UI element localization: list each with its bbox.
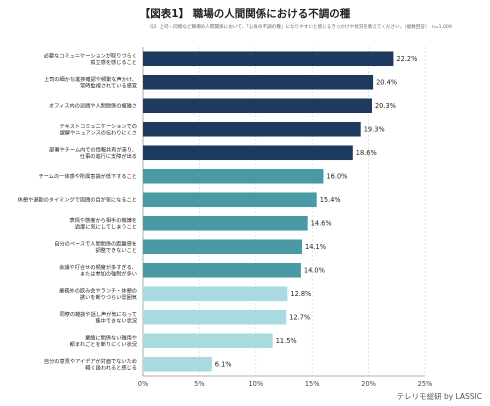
category-label: 誘いを断りづらい雰囲気 — [80, 293, 137, 301]
bar — [143, 168, 324, 184]
category-label: 頼まれごとを断りにくい状況 — [70, 340, 137, 348]
value-label: 16.0% — [326, 173, 347, 181]
bar — [143, 192, 317, 208]
category-label: 同僚の雑談や話し声が気になって — [59, 310, 137, 318]
category-label: 過度に気にしてしまうこと — [75, 222, 137, 230]
bar — [143, 121, 361, 137]
category-label: 必要なコミュニケーションが取りづらく — [44, 51, 137, 59]
value-label: 14.0% — [304, 267, 325, 275]
value-label: 14.1% — [305, 243, 326, 251]
category-label: 業務外の飲み会やランチ・休憩の — [59, 286, 137, 294]
category-label: 自分のペースで人間関係の距離感を — [54, 239, 137, 247]
value-label: 18.6% — [356, 149, 377, 157]
category-label: 休憩や退勤のタイミングで周囲の目が気になること — [18, 196, 137, 204]
category-label: チームの一体感や所属意識が低下すること — [39, 172, 137, 180]
category-label: 軽く扱われると感じる — [85, 363, 137, 371]
bar — [143, 215, 308, 231]
category-label: 会議や打合せの頻度が多すぎる、 — [59, 263, 137, 271]
x-tick-label: 20% — [361, 380, 376, 388]
x-tick-label: 25% — [418, 380, 433, 388]
category-label: オフィス内の派閥や人間関係の複雑さ — [49, 102, 137, 110]
value-label: 20.3% — [375, 102, 396, 110]
value-label: 6.1% — [215, 361, 232, 369]
bar — [143, 333, 273, 349]
category-label: 自分の意見やアイデアが対面でないため — [44, 357, 137, 365]
category-label: 集中できない状況 — [95, 316, 137, 324]
category-label: 仕事の進行に支障が出る — [80, 152, 137, 160]
value-label: 19.3% — [364, 126, 385, 134]
category-label: 誤解やニュアンスの伝わりにくさ — [60, 128, 137, 136]
category-label: または参加の強制が多い — [80, 269, 137, 277]
x-tick-label: 10% — [248, 380, 263, 388]
chart-subtitle: Q2. 上司・同僚など職場の人間関係において、「心身の不調の種」になりやすいと感… — [150, 25, 452, 30]
category-label: 調整できないこと — [95, 246, 137, 254]
x-tick-label: 5% — [194, 380, 204, 388]
value-label: 20.4% — [376, 79, 397, 87]
value-label: 14.6% — [311, 220, 332, 228]
bar — [143, 98, 372, 114]
category-label: 常時監視されている感覚 — [80, 81, 137, 89]
x-tick-label: 15% — [305, 380, 320, 388]
category-label: 上司の細かな進捗確認や頻繁な声かけ、 — [44, 75, 137, 83]
credit-text: テレリモ総研 by LASSIC — [396, 392, 482, 401]
bar — [143, 309, 287, 325]
bar — [143, 356, 212, 372]
bar — [143, 239, 303, 255]
value-label: 15.4% — [320, 196, 341, 204]
bar — [143, 51, 394, 67]
value-label: 12.7% — [289, 314, 310, 322]
bar — [143, 74, 374, 90]
x-tick-label: 0% — [138, 380, 148, 388]
category-label: 表情や態度から相手の機嫌を — [70, 216, 137, 224]
category-label: テキストコミュニケーションでの — [59, 123, 137, 130]
category-label: 業績に関係ない雑用や — [85, 333, 137, 341]
category-label: 孤立感を感じること — [90, 58, 137, 66]
bar — [143, 286, 288, 302]
value-label: 22.2% — [396, 55, 417, 63]
category-label: 部署やチーム内での情報共有が滞り、 — [49, 145, 137, 153]
value-label: 12.8% — [290, 290, 311, 298]
value-label: 11.5% — [276, 337, 297, 345]
bar — [143, 145, 353, 161]
bar — [143, 262, 301, 278]
chart-title: 【図表1】 職場の人間関係における不調の種 — [139, 8, 351, 20]
